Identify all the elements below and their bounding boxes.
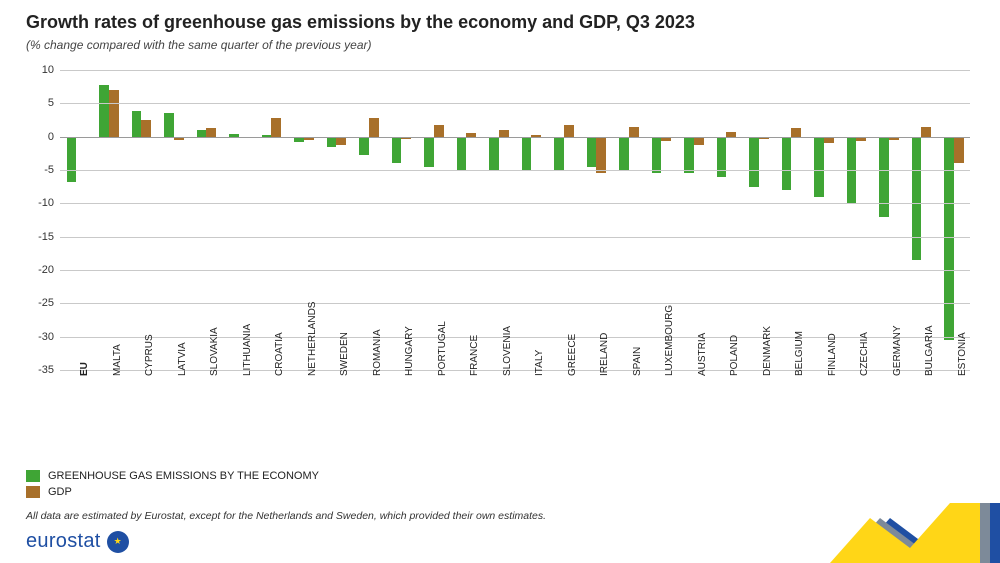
bar-ghg [164, 113, 174, 136]
bar-gdp [596, 137, 606, 174]
gridline [60, 70, 970, 71]
x-axis-label: AUSTRIA [697, 333, 708, 376]
bar-ghg [684, 137, 694, 174]
gridline [60, 203, 970, 204]
x-axis-label: SPAIN [632, 347, 643, 376]
footnote: All data are estimated by Eurostat, exce… [26, 510, 546, 522]
bar-gdp [336, 137, 346, 146]
x-axis-label: ITALY [534, 350, 545, 376]
x-axis-label: LITHUANIA [242, 324, 253, 376]
x-axis-label: BULGARIA [924, 325, 935, 376]
x-axis-label: GREECE [567, 334, 578, 376]
x-axis-label: SLOVAKIA [209, 327, 220, 376]
bar-ghg [652, 137, 662, 174]
bar-gdp [791, 128, 801, 137]
x-axis-label: LUXEMBOURG [664, 305, 675, 376]
x-axis-label: CYPRUS [144, 334, 155, 376]
gridline [60, 170, 970, 171]
eurostat-logo: eurostat [26, 530, 129, 553]
bar-ghg [67, 137, 77, 182]
chart-subtitle: (% change compared with the same quarter… [26, 38, 372, 52]
bar-gdp [206, 128, 216, 137]
bar-gdp [141, 120, 151, 137]
bar-ghg [879, 137, 889, 217]
x-axis-label: CROATIA [274, 332, 285, 376]
y-axis-tick: -5 [14, 164, 54, 176]
bar-gdp [629, 127, 639, 137]
chart-plot-area: -35-30-25-20-15-10-50510EUMALTACYPRUSLAT… [60, 70, 970, 370]
x-axis-label: ESTONIA [957, 332, 968, 376]
legend-label: GREENHOUSE GAS EMISSIONS BY THE ECONOMY [48, 470, 319, 482]
x-axis-label: SLOVENIA [502, 326, 513, 376]
bar-ghg [912, 137, 922, 260]
bar-ghg [814, 137, 824, 197]
x-axis-label: ROMANIA [372, 329, 383, 376]
x-axis-label: PORTUGAL [437, 321, 448, 376]
y-axis-tick: 10 [14, 64, 54, 76]
x-axis-label: EU [79, 362, 90, 376]
y-axis-tick: -25 [14, 297, 54, 309]
x-axis-label: GERMANY [892, 325, 903, 376]
x-axis-label: HUNGARY [404, 326, 415, 376]
x-axis-label: CZECHIA [859, 332, 870, 376]
bar-ghg [132, 111, 142, 136]
bar-ghg [359, 137, 369, 156]
legend-item: GREENHOUSE GAS EMISSIONS BY THE ECONOMY [26, 470, 319, 482]
legend-item: GDP [26, 486, 319, 498]
x-axis-label: DENMARK [762, 326, 773, 376]
bar-ghg [99, 85, 109, 137]
bar-ghg [522, 137, 532, 170]
bar-ghg [554, 137, 564, 170]
bar-ghg [587, 137, 597, 167]
bar-gdp [694, 137, 704, 146]
x-axis-label: IRELAND [599, 333, 610, 376]
legend-swatch [26, 486, 40, 498]
bar-ghg [424, 137, 434, 167]
bar-ghg [619, 137, 629, 170]
bar-gdp [271, 118, 281, 137]
bar-ghg [782, 137, 792, 190]
legend-label: GDP [48, 486, 72, 498]
bar-gdp [499, 130, 509, 137]
y-axis-tick: 0 [14, 131, 54, 143]
bar-gdp [954, 137, 964, 164]
logo-text: eurostat [26, 530, 101, 553]
bar-gdp [109, 90, 119, 137]
bar-ghg [197, 130, 207, 137]
gridline [60, 270, 970, 271]
y-axis-tick: -35 [14, 364, 54, 376]
x-axis-label: FRANCE [469, 335, 480, 376]
x-axis-label: SWEDEN [339, 332, 350, 376]
x-axis-label: FINLAND [827, 333, 838, 376]
bar-ghg [392, 137, 402, 164]
eu-flag-icon [107, 531, 129, 553]
bar-ghg [944, 137, 954, 340]
bar-ghg [749, 137, 759, 187]
x-axis-label: POLAND [729, 335, 740, 376]
gridline [60, 137, 970, 138]
x-axis-label: MALTA [112, 344, 123, 376]
gridline [60, 303, 970, 304]
x-axis-label: BELGIUM [794, 331, 805, 376]
bar-ghg [457, 137, 467, 170]
x-axis-label: LATVIA [177, 342, 188, 376]
gridline [60, 103, 970, 104]
y-axis-tick: -15 [14, 231, 54, 243]
gridline [60, 237, 970, 238]
bar-ghg [489, 137, 499, 170]
y-axis-tick: 5 [14, 97, 54, 109]
x-axis-label: NETHERLANDS [307, 302, 318, 376]
bar-gdp [564, 125, 574, 137]
y-axis-tick: -20 [14, 264, 54, 276]
legend: GREENHOUSE GAS EMISSIONS BY THE ECONOMY G… [26, 470, 319, 502]
y-axis-tick: -30 [14, 331, 54, 343]
bar-gdp [369, 118, 379, 137]
legend-swatch [26, 470, 40, 482]
chart-title: Growth rates of greenhouse gas emissions… [26, 12, 695, 33]
bar-ghg [327, 137, 337, 147]
corner-decoration [820, 493, 1000, 563]
y-axis-tick: -10 [14, 197, 54, 209]
bar-gdp [434, 125, 444, 137]
bar-gdp [921, 127, 931, 137]
